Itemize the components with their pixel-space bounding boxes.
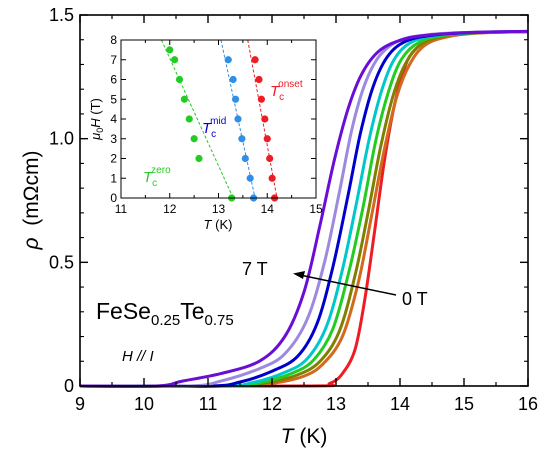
- inset-y-tick-label: 5: [110, 92, 117, 106]
- tc-onset-sub: c: [279, 92, 284, 103]
- tc-onset-sup: onset: [278, 79, 303, 90]
- x-tick-label: 16: [518, 394, 538, 414]
- main-x-axis-title: T (K): [281, 425, 328, 448]
- tc-point-2: [266, 154, 274, 163]
- inset-x-tick-label: 11: [115, 202, 128, 216]
- svg-text:ρ (mΩcm): ρ (mΩcm): [20, 151, 43, 251]
- tc-mid-sub: c: [211, 129, 216, 140]
- formula-fese: FeSe: [96, 298, 151, 324]
- tc-point-2: [261, 115, 269, 123]
- x-tick-label: 14: [390, 394, 410, 414]
- x-tick-label: 9: [75, 394, 85, 414]
- inset-y-tick-label: 4: [110, 112, 117, 126]
- tc-point-0: [180, 95, 188, 103]
- y-tick-label: 0: [64, 376, 74, 396]
- annotation-7t: 7 T: [242, 259, 268, 279]
- tc-point-2: [251, 56, 259, 64]
- main-x-axis-symbol: T: [281, 425, 296, 448]
- tc-mid-base: T: [202, 120, 213, 137]
- main-y-axis-title: ρ (mΩcm): [20, 151, 43, 251]
- tc-point-1: [234, 115, 242, 123]
- tc-point-1: [241, 154, 249, 163]
- label-tc-mid: Tc mid: [202, 116, 226, 140]
- tc-point-0: [195, 154, 203, 163]
- rho-curve-7: [79, 29, 529, 388]
- formula-sub-2: 0.75: [204, 312, 233, 329]
- field-arrow-line: [299, 274, 397, 296]
- tc-point-0: [175, 75, 184, 84]
- inset-y-tick-label: 8: [110, 33, 117, 47]
- formula-te: Te: [180, 298, 204, 324]
- tc-point-1: [224, 56, 232, 64]
- y-tick-label: 0.5: [49, 252, 74, 272]
- tc-point-2: [263, 135, 271, 143]
- y-tick-label: 1.0: [49, 129, 74, 149]
- tc-point-1: [238, 135, 246, 143]
- inset-x-axis-unit: (K): [212, 217, 233, 232]
- tc-point-1: [231, 95, 240, 103]
- field-direction-label: H // I: [122, 348, 154, 365]
- x-tick-label: 10: [134, 394, 154, 414]
- main-y-axis-unit: (mΩcm): [20, 151, 43, 238]
- svg-text:T (K): T (K): [204, 217, 233, 232]
- main-x-axis-unit: (K): [294, 425, 328, 448]
- svg-text:T (K): T (K): [281, 425, 328, 448]
- inset-x-tick-label: 12: [163, 202, 177, 216]
- label-tc-onset: Tc onset: [270, 79, 303, 103]
- inset-y-axis-title: μ0H (T): [88, 98, 105, 141]
- inset-y-tick-label: 2: [110, 152, 117, 166]
- tc-zero-sup: zero: [151, 165, 171, 176]
- tc-point-0: [166, 46, 174, 54]
- tc-point-1: [229, 75, 237, 84]
- inset-y-axis-h: H: [88, 118, 103, 128]
- inset-y-tick-label: 0: [110, 191, 117, 205]
- inset-y-axis-mu: μ: [88, 133, 103, 141]
- tc-point-0: [171, 56, 179, 64]
- x-tick-label: 11: [199, 394, 218, 414]
- tc-point-2: [257, 95, 265, 103]
- svg-text:μ0H (T): μ0H (T): [88, 98, 105, 141]
- inset-y-tick-label: 7: [110, 53, 117, 67]
- annotation-0t: 0 T: [402, 289, 428, 309]
- x-tick-label: 13: [326, 394, 346, 414]
- tc-point-0: [190, 135, 198, 143]
- field-arrow-head: [293, 271, 305, 279]
- sample-formula: FeSe0.25Te0.75: [96, 298, 234, 329]
- formula-sub-1: 0.25: [151, 312, 180, 329]
- tc-point-0: [185, 115, 193, 123]
- inset-y-axis-unit: (T): [88, 98, 103, 118]
- tc-mid-sup: mid: [210, 116, 226, 127]
- tc-point-2: [255, 75, 263, 84]
- main-y-axis-symbol: ρ: [20, 237, 43, 250]
- inset-y-tick-label: 6: [110, 73, 117, 87]
- tc-zero-base: T: [143, 169, 154, 186]
- tc-point-2: [268, 174, 276, 182]
- inset-x-axis-symbol: T: [204, 217, 213, 232]
- tc-onset-base: T: [270, 83, 281, 100]
- inset-x-tick-label: 15: [309, 202, 323, 216]
- x-tick-label: 15: [454, 394, 474, 414]
- inset-y-axis-sub: 0: [95, 128, 105, 133]
- label-tc-zero: Tc zero: [143, 165, 171, 189]
- inset-y-tick-label: 1: [110, 171, 117, 185]
- inset-x-tick-label: 14: [261, 202, 275, 216]
- inset-x-axis-title: T (K): [204, 217, 233, 232]
- inset-x-tick-label: 13: [212, 202, 226, 216]
- tc-zero-sub: c: [152, 178, 157, 189]
- inset-background: [121, 40, 316, 198]
- y-tick-label: 1.5: [49, 5, 74, 25]
- inset-points: [166, 46, 279, 202]
- inset-y-tick-label: 3: [110, 132, 117, 146]
- x-tick-label: 12: [262, 394, 282, 414]
- fit-line-0: [161, 39, 234, 199]
- tc-point-1: [246, 174, 254, 182]
